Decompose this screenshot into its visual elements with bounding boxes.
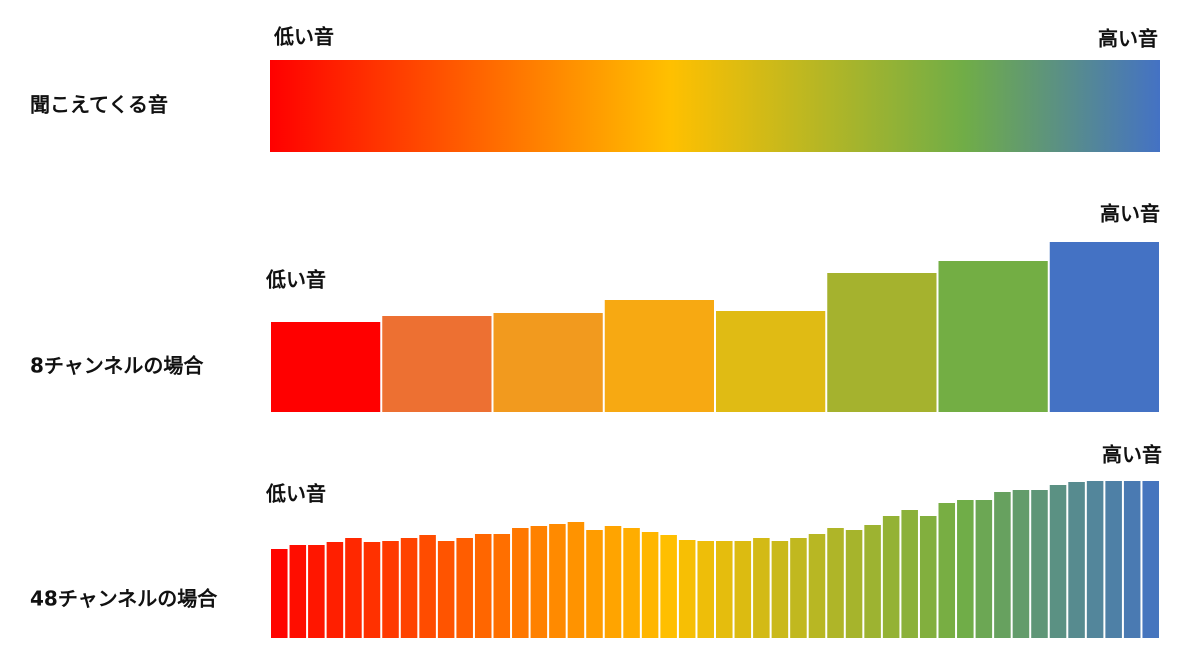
channel-bar	[1049, 242, 1159, 412]
channel-bar	[827, 528, 844, 638]
channel-bar	[753, 538, 770, 638]
channel-bar	[493, 313, 603, 412]
channel-bar	[994, 492, 1011, 638]
channel-bar	[363, 542, 381, 638]
channel-bar	[1068, 482, 1085, 638]
channel-bar	[549, 524, 566, 638]
low-label: 低い音	[265, 482, 326, 506]
channel-bar	[1031, 490, 1048, 638]
channel-bar	[604, 300, 714, 412]
channel-bar	[1049, 485, 1067, 638]
row-label: 聞こえてくる音	[30, 93, 168, 117]
channel-bar	[623, 528, 640, 638]
channel-bar	[641, 532, 659, 638]
channel-bar	[660, 535, 677, 638]
high-label: 高い音	[1098, 27, 1158, 51]
channel-bar	[1012, 490, 1030, 638]
spectrum-gradient	[270, 60, 1160, 152]
channel-bar	[771, 541, 789, 638]
channel-bar	[697, 541, 714, 638]
channel-bar	[957, 500, 974, 638]
channel-bar	[790, 538, 807, 638]
channel-bar	[604, 526, 622, 638]
channel-bar	[308, 545, 325, 638]
row-label: 48チャンネルの場合	[30, 587, 218, 611]
channel-bar	[1142, 481, 1159, 638]
channel-bar	[845, 530, 863, 638]
high-label: 高い音	[1100, 202, 1160, 226]
channel-bar	[1123, 481, 1141, 638]
channel-bar	[716, 541, 733, 638]
channel-bar	[1105, 481, 1122, 638]
low-label: 低い音	[265, 268, 326, 292]
channel-bar	[456, 538, 473, 638]
channel-bar	[567, 522, 585, 638]
channel-bar	[827, 273, 937, 412]
channel-bar	[289, 545, 307, 638]
channel-bar	[382, 541, 399, 638]
channel-bar	[919, 516, 937, 638]
low-label: 低い音	[273, 25, 334, 49]
channel-bar	[808, 534, 826, 638]
channel-bar	[512, 528, 529, 638]
channel-bar	[678, 540, 696, 638]
channel-bar	[864, 525, 881, 638]
channel-bar	[400, 538, 418, 638]
channel-bar	[1086, 481, 1104, 638]
high-label: 高い音	[1102, 443, 1162, 467]
channel-bar	[938, 503, 956, 638]
channel-bars	[271, 481, 1159, 638]
channel-bar	[419, 535, 436, 638]
channel-bar	[326, 542, 344, 638]
channel-bar	[271, 549, 288, 638]
channel-bar	[882, 516, 900, 638]
channel-bar	[271, 322, 381, 412]
channel-bar	[938, 261, 1048, 412]
channel-bar	[716, 311, 826, 412]
channel-bar	[901, 510, 918, 638]
channel-bar	[975, 500, 993, 638]
channel-bar	[586, 530, 603, 638]
channel-bars	[271, 242, 1159, 412]
channel-bar	[493, 534, 511, 638]
channel-bar	[345, 538, 362, 638]
channel-bar	[437, 541, 455, 638]
row-label: 8チャンネルの場合	[30, 354, 204, 378]
channel-bar	[474, 534, 492, 638]
channel-bar	[382, 316, 492, 412]
channel-bar	[530, 526, 548, 638]
channel-bar	[734, 541, 752, 638]
